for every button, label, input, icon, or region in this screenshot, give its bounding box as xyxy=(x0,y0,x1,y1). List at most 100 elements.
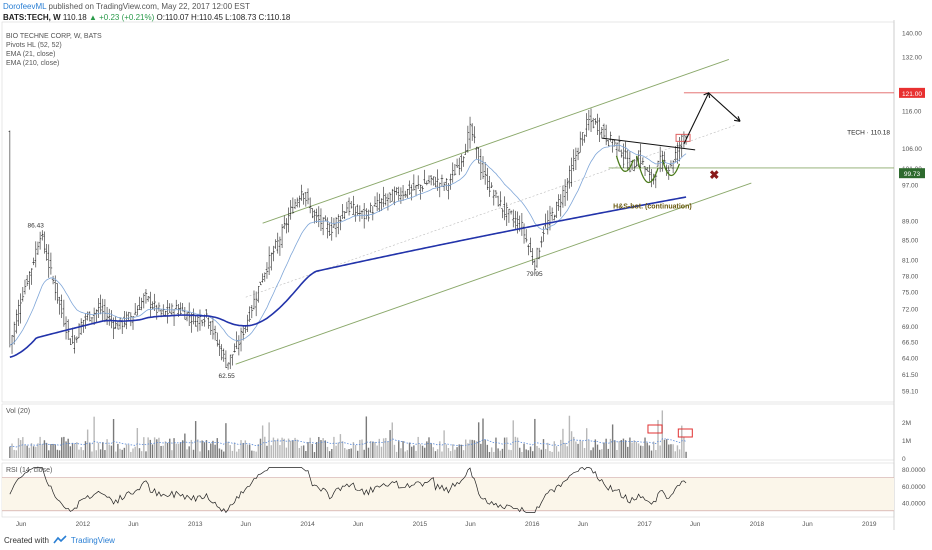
volume-bar xyxy=(577,443,579,458)
volume-bar xyxy=(281,437,283,458)
volume-bar xyxy=(37,443,39,458)
volume-bar xyxy=(242,442,244,458)
volume-bar xyxy=(661,410,664,458)
volume-ma-line xyxy=(9,438,687,448)
price-axis-label: 132.00 xyxy=(902,55,922,62)
volume-bar xyxy=(553,441,555,458)
volume-bar xyxy=(665,439,668,458)
volume-bar xyxy=(609,438,612,458)
volume-bar xyxy=(596,444,599,458)
volume-axis-label: 2M xyxy=(902,420,911,427)
volume-bars xyxy=(9,410,687,458)
volume-bar xyxy=(115,451,117,458)
created-with: Created with xyxy=(4,535,49,545)
time-axis-label: Jun xyxy=(16,521,27,528)
volume-bar xyxy=(43,440,46,458)
volume-bar xyxy=(169,438,171,458)
time-axis-label: 2014 xyxy=(300,521,315,528)
volume-bar xyxy=(354,445,357,458)
volume-bar xyxy=(393,444,396,458)
volume-bar xyxy=(467,443,469,458)
volume-bar xyxy=(253,450,255,458)
price-axis-label: 116.00 xyxy=(902,108,922,115)
volume-bar xyxy=(171,450,173,458)
volume-bar xyxy=(361,439,363,458)
volume-bar xyxy=(69,446,72,458)
volume-bar xyxy=(439,441,441,458)
volume-bar xyxy=(389,430,391,458)
symbol-info: BATS:TECH, W 110.18 ▲ +0.23 (+0.21%) O:1… xyxy=(3,13,290,22)
volume-bar xyxy=(490,447,493,458)
volume-bar xyxy=(11,443,13,458)
volume-bar xyxy=(391,422,393,458)
volume-bar xyxy=(681,425,683,458)
volume-bar xyxy=(248,444,251,458)
volume-bar xyxy=(356,450,359,458)
price-axis-label: 97.00 xyxy=(902,183,919,190)
volume-bar xyxy=(13,449,15,458)
breakout-box xyxy=(675,133,691,142)
pivot-label: 62.55 xyxy=(219,373,236,380)
volume-bar xyxy=(430,443,432,458)
volume-bar xyxy=(188,446,190,458)
volume-bar xyxy=(119,448,121,458)
volume-bar xyxy=(566,446,568,458)
volume-bar xyxy=(627,446,629,458)
volume-bar xyxy=(270,445,272,458)
volume-bar xyxy=(376,445,378,458)
channel-line xyxy=(262,58,730,224)
rsi-line xyxy=(9,467,687,514)
volume-bar xyxy=(45,442,48,458)
volume-bar xyxy=(210,443,212,458)
volume-bar xyxy=(277,438,279,458)
price-axis-label: 121.00 xyxy=(902,91,922,98)
volume-bar xyxy=(283,438,285,458)
volume-bar xyxy=(190,439,193,458)
time-axis-label: Jun xyxy=(690,521,701,528)
volume-bar xyxy=(387,441,389,458)
volume-bar xyxy=(367,447,370,458)
volume-bar xyxy=(48,450,50,458)
volume-bar xyxy=(294,437,296,458)
volume-bar xyxy=(220,449,223,458)
author-link[interactable]: DorofeevML xyxy=(3,2,47,11)
tradingview-link[interactable]: TradingView xyxy=(70,535,115,545)
volume-bar xyxy=(501,448,504,458)
volume-bar xyxy=(285,447,288,458)
volume-bar xyxy=(76,442,78,458)
volume-bar xyxy=(337,442,339,458)
price-axis-label: 75.00 xyxy=(902,290,919,297)
volume-bar xyxy=(166,442,169,458)
volume-bar xyxy=(447,448,450,458)
volume-bar xyxy=(95,450,97,458)
volume-bar xyxy=(402,441,404,458)
volume-bar xyxy=(497,448,499,458)
volume-bar xyxy=(359,439,361,458)
volume-bar xyxy=(99,449,102,458)
volume-bar xyxy=(601,449,603,458)
volume-bar xyxy=(404,451,406,458)
volume-bar xyxy=(683,436,685,458)
volume-bar xyxy=(426,441,428,458)
volume-bar xyxy=(374,442,376,458)
volume-bar xyxy=(201,440,203,458)
volume-bar xyxy=(452,444,454,458)
volume-bar xyxy=(640,445,642,458)
volume-bar xyxy=(495,437,497,458)
volume-bar xyxy=(121,449,123,458)
volume-bar xyxy=(663,439,666,458)
volume-bar xyxy=(415,450,417,458)
volume-bar xyxy=(668,444,670,458)
rsi-axis-label: 80.0000 xyxy=(902,467,926,474)
volume-bar xyxy=(482,418,484,458)
volume-bar xyxy=(296,439,298,458)
volume-bar xyxy=(564,442,566,458)
volume-bar xyxy=(629,437,631,458)
volume-bar xyxy=(607,448,610,458)
volume-axis-label: 0 xyxy=(902,456,906,463)
volume-bar xyxy=(400,448,402,458)
arrow-head-icon xyxy=(734,116,741,122)
volume-bar xyxy=(328,451,331,458)
head-and-shoulders-curve xyxy=(615,155,681,183)
